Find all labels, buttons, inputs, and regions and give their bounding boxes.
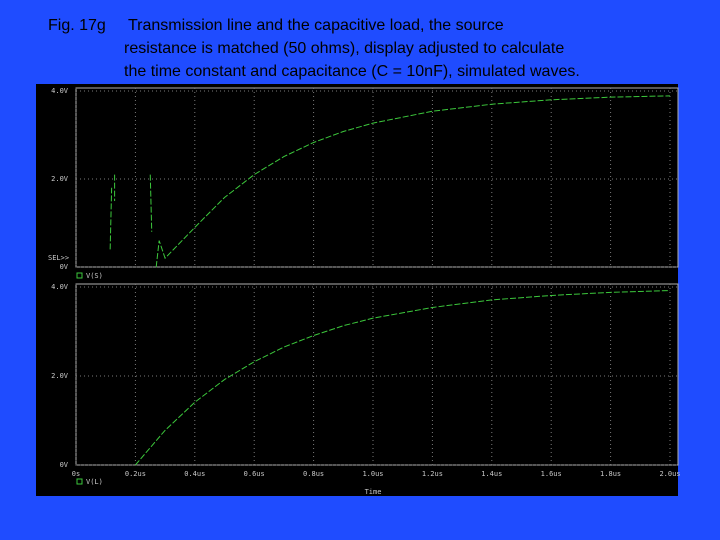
caption-line: the time constant and capacitance (C = 1… [124,63,580,80]
series-line [155,95,671,268]
x-tick-label: 0s [72,470,80,478]
x-tick-label: 1.8us [600,470,621,478]
x-tick-label: 1.6us [541,470,562,478]
x-tick-label: 1.2us [422,470,443,478]
y-tick-label: 2.0V [51,175,69,183]
legend-swatch [76,478,83,485]
y-tick-label: 4.0V [51,87,69,95]
series-line [109,187,113,250]
series-line [135,290,671,466]
legend-swatch [76,272,83,279]
caption-line: Transmission line and the capacitive loa… [128,17,504,34]
figure-label: Fig. 17g [48,17,106,34]
y-tick-label: 4.0V [51,283,69,291]
legend-label: V(L) [86,478,103,486]
series-line [149,174,153,232]
x-tick-label: 0.6us [244,470,265,478]
legend-label: V(S) [86,272,103,280]
x-tick-label: 0.8us [303,470,324,478]
x-axis-label: Time [365,488,382,496]
x-tick-label: 2.0us [659,470,680,478]
plot-window [36,84,678,496]
selector-label: SEL>> [48,254,69,262]
y-tick-label: 0V [60,461,69,469]
x-tick-label: 1.4us [481,470,502,478]
x-tick-label: 1.0us [362,470,383,478]
x-tick-label: 0.4us [184,470,205,478]
x-tick-label: 0.2us [125,470,146,478]
caption-line: resistance is matched (50 ohms), display… [124,40,564,57]
y-tick-label: 2.0V [51,372,69,380]
y-tick-label: 0V [60,263,69,271]
